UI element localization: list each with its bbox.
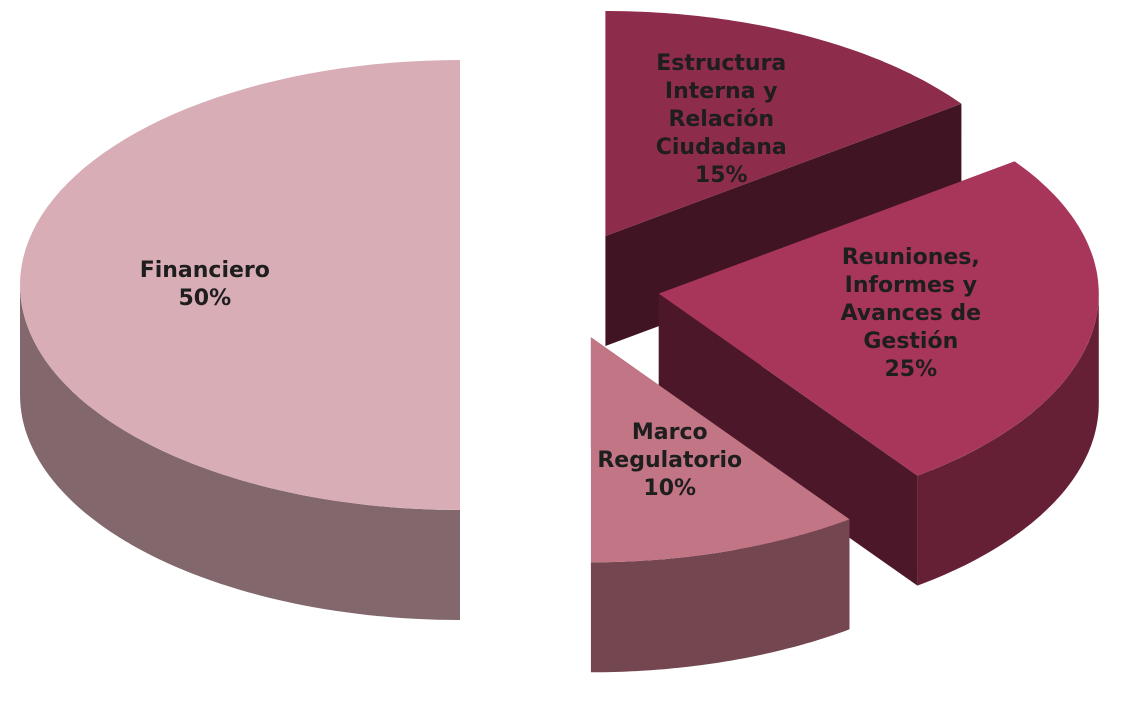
- value-label: 15%: [694, 162, 748, 188]
- slice-label: Reuniones, Informes y Avances de Gestión…: [811, 244, 1011, 384]
- category-label: Financiero: [139, 258, 270, 283]
- slice: [20, 60, 460, 510]
- value-label: 10%: [643, 476, 697, 502]
- slice-side: [20, 285, 460, 620]
- slice: [590, 337, 850, 563]
- value-label: 50%: [178, 286, 232, 311]
- slice-side: [917, 293, 1099, 586]
- category-label: Marco Regulatorio: [597, 420, 743, 474]
- slice: [605, 11, 962, 236]
- slice-label: Financiero 50%: [105, 257, 305, 313]
- slice-wall: [658, 293, 918, 586]
- category-label: Reuniones, Informes y Avances de Gestión: [840, 245, 982, 355]
- value-label: 25%: [884, 357, 938, 383]
- slice-label: Marco Regulatorio 10%: [570, 419, 770, 503]
- slice-label: Estructura Interna y Relación Ciudadana 1…: [621, 50, 821, 190]
- slice: [658, 161, 1099, 476]
- category-label: Estructura Interna y Relación Ciudadana: [655, 50, 787, 160]
- slice-side: [590, 519, 850, 673]
